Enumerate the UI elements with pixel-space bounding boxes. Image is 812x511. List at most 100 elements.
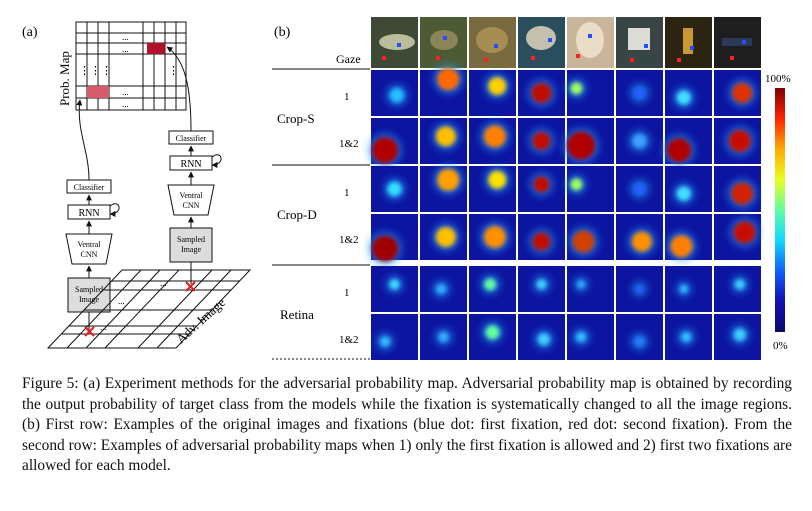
- heatmap-blob: [679, 285, 688, 293]
- row-label: 1&2: [339, 138, 359, 150]
- prob-map-vdots: ⋮: [90, 65, 101, 77]
- panel-a: (a) ... ... ... ... ⋮ ⋮ ⋮ ⋮ Prob. Map: [22, 21, 252, 349]
- panel-b-label: (b): [274, 25, 291, 40]
- gaze-row: [371, 17, 761, 68]
- heatmap-blob: [435, 227, 456, 247]
- heatmap-blob: [633, 87, 646, 99]
- recurrent-loop: [211, 154, 222, 168]
- prob-map-dots: ...: [122, 32, 129, 42]
- heatmap-blob: [438, 332, 449, 342]
- heatmap-blob: [570, 178, 583, 191]
- heatmap-blob: [533, 176, 550, 193]
- group-label-retina: Retina: [280, 307, 314, 322]
- heatmap-blob: [576, 332, 587, 342]
- ventral-cnn-box: [167, 184, 215, 216]
- sampled-label: Sampled: [75, 285, 103, 294]
- row-label: 1: [344, 287, 350, 299]
- heatmap-blob: [436, 284, 447, 294]
- prob-map-dots: ...: [122, 44, 129, 54]
- heatmap-blob: [532, 232, 551, 251]
- left-pipeline: Classifier RNN Ventral CNN Sampled Image: [65, 99, 120, 313]
- cnn-label: CNN: [81, 250, 98, 259]
- sampled-image-box: [169, 227, 213, 263]
- figure-caption: Figure 5: (a) Experiment methods for the…: [22, 375, 792, 475]
- heatmap-grid: [368, 64, 761, 360]
- colorbar-max-label: 100%: [765, 73, 791, 85]
- heatmap-blob: [731, 182, 754, 205]
- row-label: 1&2: [339, 234, 359, 246]
- heatmap-blob: [532, 132, 551, 150]
- adv-grid-dots: ...: [100, 322, 107, 332]
- heatmap-blob: [632, 134, 647, 148]
- heatmap-blob: [537, 333, 550, 346]
- ventral-label: Ventral: [179, 191, 203, 200]
- heatmap-blob: [676, 90, 691, 105]
- heatmap-blob: [389, 279, 400, 290]
- heatmap-blob: [670, 235, 693, 258]
- cnn-label: CNN: [183, 201, 200, 210]
- prob-map-vdots: ⋮: [168, 65, 179, 77]
- heatmap-blob: [633, 183, 646, 195]
- prob-map-dots: ...: [122, 99, 129, 109]
- heatmap-blob: [667, 138, 692, 163]
- prob-map-mid-cell: [87, 86, 109, 98]
- rnn-label: RNN: [180, 159, 201, 170]
- heatmap-blob: [488, 170, 507, 189]
- heatmap-tile: [567, 266, 614, 312]
- heatmap-blob: [732, 83, 753, 103]
- gaze-label: Gaze: [336, 52, 361, 66]
- prob-map-high-cell: [147, 43, 165, 54]
- heatmap-blob: [734, 279, 745, 290]
- heatmap-blob: [435, 126, 456, 147]
- row-label: 1&2: [339, 334, 359, 346]
- image-label: Image: [79, 295, 99, 304]
- fixation-cross-1: [84, 326, 95, 337]
- sampled-label: Sampled: [177, 235, 205, 244]
- heatmap-blob: [372, 137, 399, 164]
- panel-a-label: (a): [22, 25, 38, 40]
- row-label: 1: [344, 187, 350, 199]
- colorbar-min-label: 0%: [773, 340, 788, 352]
- heatmap-blob: [634, 336, 645, 347]
- heatmap-blob: [389, 88, 404, 103]
- heatmap-blob: [488, 77, 507, 96]
- heatmap-blob: [728, 130, 751, 152]
- heatmap-blob: [485, 325, 500, 340]
- heatmap-blob: [676, 186, 691, 201]
- adv-grid-dots: ...: [198, 312, 205, 322]
- heatmap-blob: [483, 125, 506, 148]
- panel-b: (b) Gaze Crop-S 1 1&2 Crop-D 1 1&2 Retin…: [272, 17, 791, 360]
- ventral-label: Ventral: [77, 240, 101, 249]
- heatmap-blob: [536, 279, 547, 290]
- classifier-label: Classifier: [74, 183, 105, 192]
- heatmap-blob: [567, 131, 596, 160]
- heatmap-blob: [631, 231, 652, 252]
- right-pipeline: Classifier RNN Ventral CNN Sampled Image: [166, 46, 222, 263]
- prob-map-vdots: ⋮: [101, 65, 112, 77]
- prob-map-vdots: ⋮: [79, 65, 90, 77]
- heatmap-blob: [372, 235, 399, 262]
- group-label-crop-s: Crop-S: [277, 111, 315, 126]
- fixation-dots: [382, 34, 746, 62]
- fixation-cross-2: [185, 281, 196, 292]
- prob-map-dots: ...: [122, 87, 129, 97]
- heatmap-blob: [572, 230, 595, 253]
- adv-grid-dots: ...: [160, 278, 167, 288]
- rnn-label: RNN: [78, 208, 99, 219]
- heatmap-blob: [437, 68, 460, 91]
- figure: (a) ... ... ... ... ⋮ ⋮ ⋮ ⋮ Prob. Map: [22, 17, 791, 360]
- heatmap-blob: [380, 336, 391, 347]
- group-label-crop-d: Crop-D: [277, 207, 317, 222]
- prob-map-label: Prob. Map: [57, 51, 72, 106]
- heatmap-blob: [635, 285, 644, 293]
- image-label: Image: [181, 245, 201, 254]
- heatmap-blob: [681, 332, 692, 342]
- heatmap-blob: [577, 280, 586, 289]
- row-separators: [272, 68, 370, 360]
- heatmap-blob: [484, 278, 497, 291]
- recurrent-loop: [109, 203, 120, 217]
- heatmap-blob: [570, 82, 583, 95]
- adv-image-grid: [46, 269, 252, 349]
- row-label: 1: [344, 91, 350, 103]
- heatmap-blob: [387, 182, 402, 196]
